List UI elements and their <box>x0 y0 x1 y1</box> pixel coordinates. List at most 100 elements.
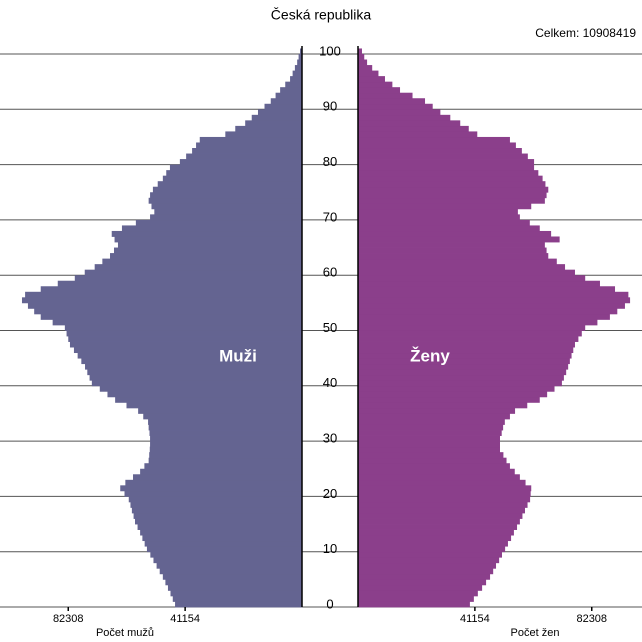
y-tick-label: 90 <box>323 99 337 114</box>
population-bar <box>142 535 302 542</box>
population-bar <box>270 98 302 105</box>
population-bar <box>162 175 302 182</box>
population-bar <box>358 59 368 66</box>
population-bar <box>358 374 564 381</box>
population-bar <box>358 341 575 348</box>
population-bar <box>196 142 302 149</box>
population-bar <box>358 479 526 486</box>
population-bar <box>126 402 302 409</box>
population-bar <box>358 452 504 459</box>
population-bar <box>150 192 302 199</box>
population-bar <box>285 81 302 88</box>
population-bar <box>358 568 494 575</box>
population-bar <box>144 540 302 547</box>
population-bar <box>124 490 302 497</box>
population-bar <box>84 269 303 276</box>
population-bar <box>280 87 302 94</box>
x-tick-label: 41154 <box>170 613 200 625</box>
y-tick-label: 30 <box>323 431 337 446</box>
population-bar <box>358 435 500 442</box>
population-bar <box>358 302 625 309</box>
population-bar <box>358 347 574 354</box>
population-bar <box>133 474 302 481</box>
population-bar <box>66 330 303 337</box>
population-bar <box>157 181 302 188</box>
population-bar <box>156 562 302 569</box>
population-bar <box>25 291 302 298</box>
population-bar <box>358 264 566 271</box>
population-bar <box>110 253 303 260</box>
population-bar <box>115 396 303 403</box>
population-bar <box>358 535 512 542</box>
population-bar <box>225 131 302 138</box>
population-bar <box>358 557 500 564</box>
population-bar <box>358 573 491 580</box>
population-bar <box>89 374 303 381</box>
population-bar <box>169 164 302 171</box>
population-bar <box>143 413 302 420</box>
y-tick-label: 80 <box>323 154 337 169</box>
population-bar <box>358 269 575 276</box>
population-bar <box>358 490 531 497</box>
population-bar <box>99 385 303 392</box>
population-bar <box>358 230 552 237</box>
population-bar <box>358 363 569 370</box>
population-bar <box>148 197 302 204</box>
population-bar <box>358 70 379 77</box>
population-bar <box>125 479 303 486</box>
population-bar <box>358 109 441 116</box>
population-bar <box>175 601 302 608</box>
population-bar <box>34 308 303 315</box>
population-bar <box>358 396 540 403</box>
population-bar <box>358 242 545 248</box>
population-bar <box>358 457 507 464</box>
chart-title: Česká republika <box>271 7 372 23</box>
population-bar <box>358 430 502 436</box>
population-bar <box>138 407 302 414</box>
series-label: Ženy <box>410 346 450 365</box>
population-bar <box>358 214 520 221</box>
population-bar <box>121 225 302 232</box>
population-bar <box>144 463 302 470</box>
y-tick-label: 100 <box>319 43 341 58</box>
population-bar <box>358 485 532 492</box>
population-bar <box>57 280 303 287</box>
population-bar <box>170 590 302 597</box>
population-bar <box>358 352 572 359</box>
population-bar <box>358 247 547 254</box>
population-bar <box>130 501 302 508</box>
population-bar <box>358 441 500 448</box>
population-bar <box>87 369 303 376</box>
population-bar <box>358 512 523 519</box>
population-bar <box>358 424 504 431</box>
population-bar <box>199 136 302 143</box>
y-tick-label: 20 <box>323 486 337 501</box>
population-bar <box>358 402 528 409</box>
population-bar <box>154 208 302 215</box>
population-bar <box>297 59 302 66</box>
population-bar <box>186 153 302 160</box>
population-bar <box>358 92 413 99</box>
population-bar <box>149 446 302 453</box>
population-bar <box>358 153 528 160</box>
population-bar <box>358 120 461 127</box>
population-bar <box>358 474 520 481</box>
population-bar <box>358 407 516 414</box>
population-bar <box>148 418 302 425</box>
y-tick-label: 0 <box>326 596 333 611</box>
population-bar <box>137 524 302 530</box>
population-bar <box>358 54 365 60</box>
population-bar <box>358 136 510 143</box>
population-bar <box>117 242 302 248</box>
population-bar <box>358 584 483 591</box>
population-bar <box>358 192 547 199</box>
population-bar <box>179 159 302 165</box>
population-bar <box>358 336 579 342</box>
population-bar <box>358 175 543 182</box>
population-bar <box>358 98 426 105</box>
y-tick-label: 10 <box>323 541 337 556</box>
population-bar <box>114 236 302 243</box>
population-bar <box>358 208 518 215</box>
population-bar <box>102 258 303 265</box>
population-bar <box>358 369 567 376</box>
